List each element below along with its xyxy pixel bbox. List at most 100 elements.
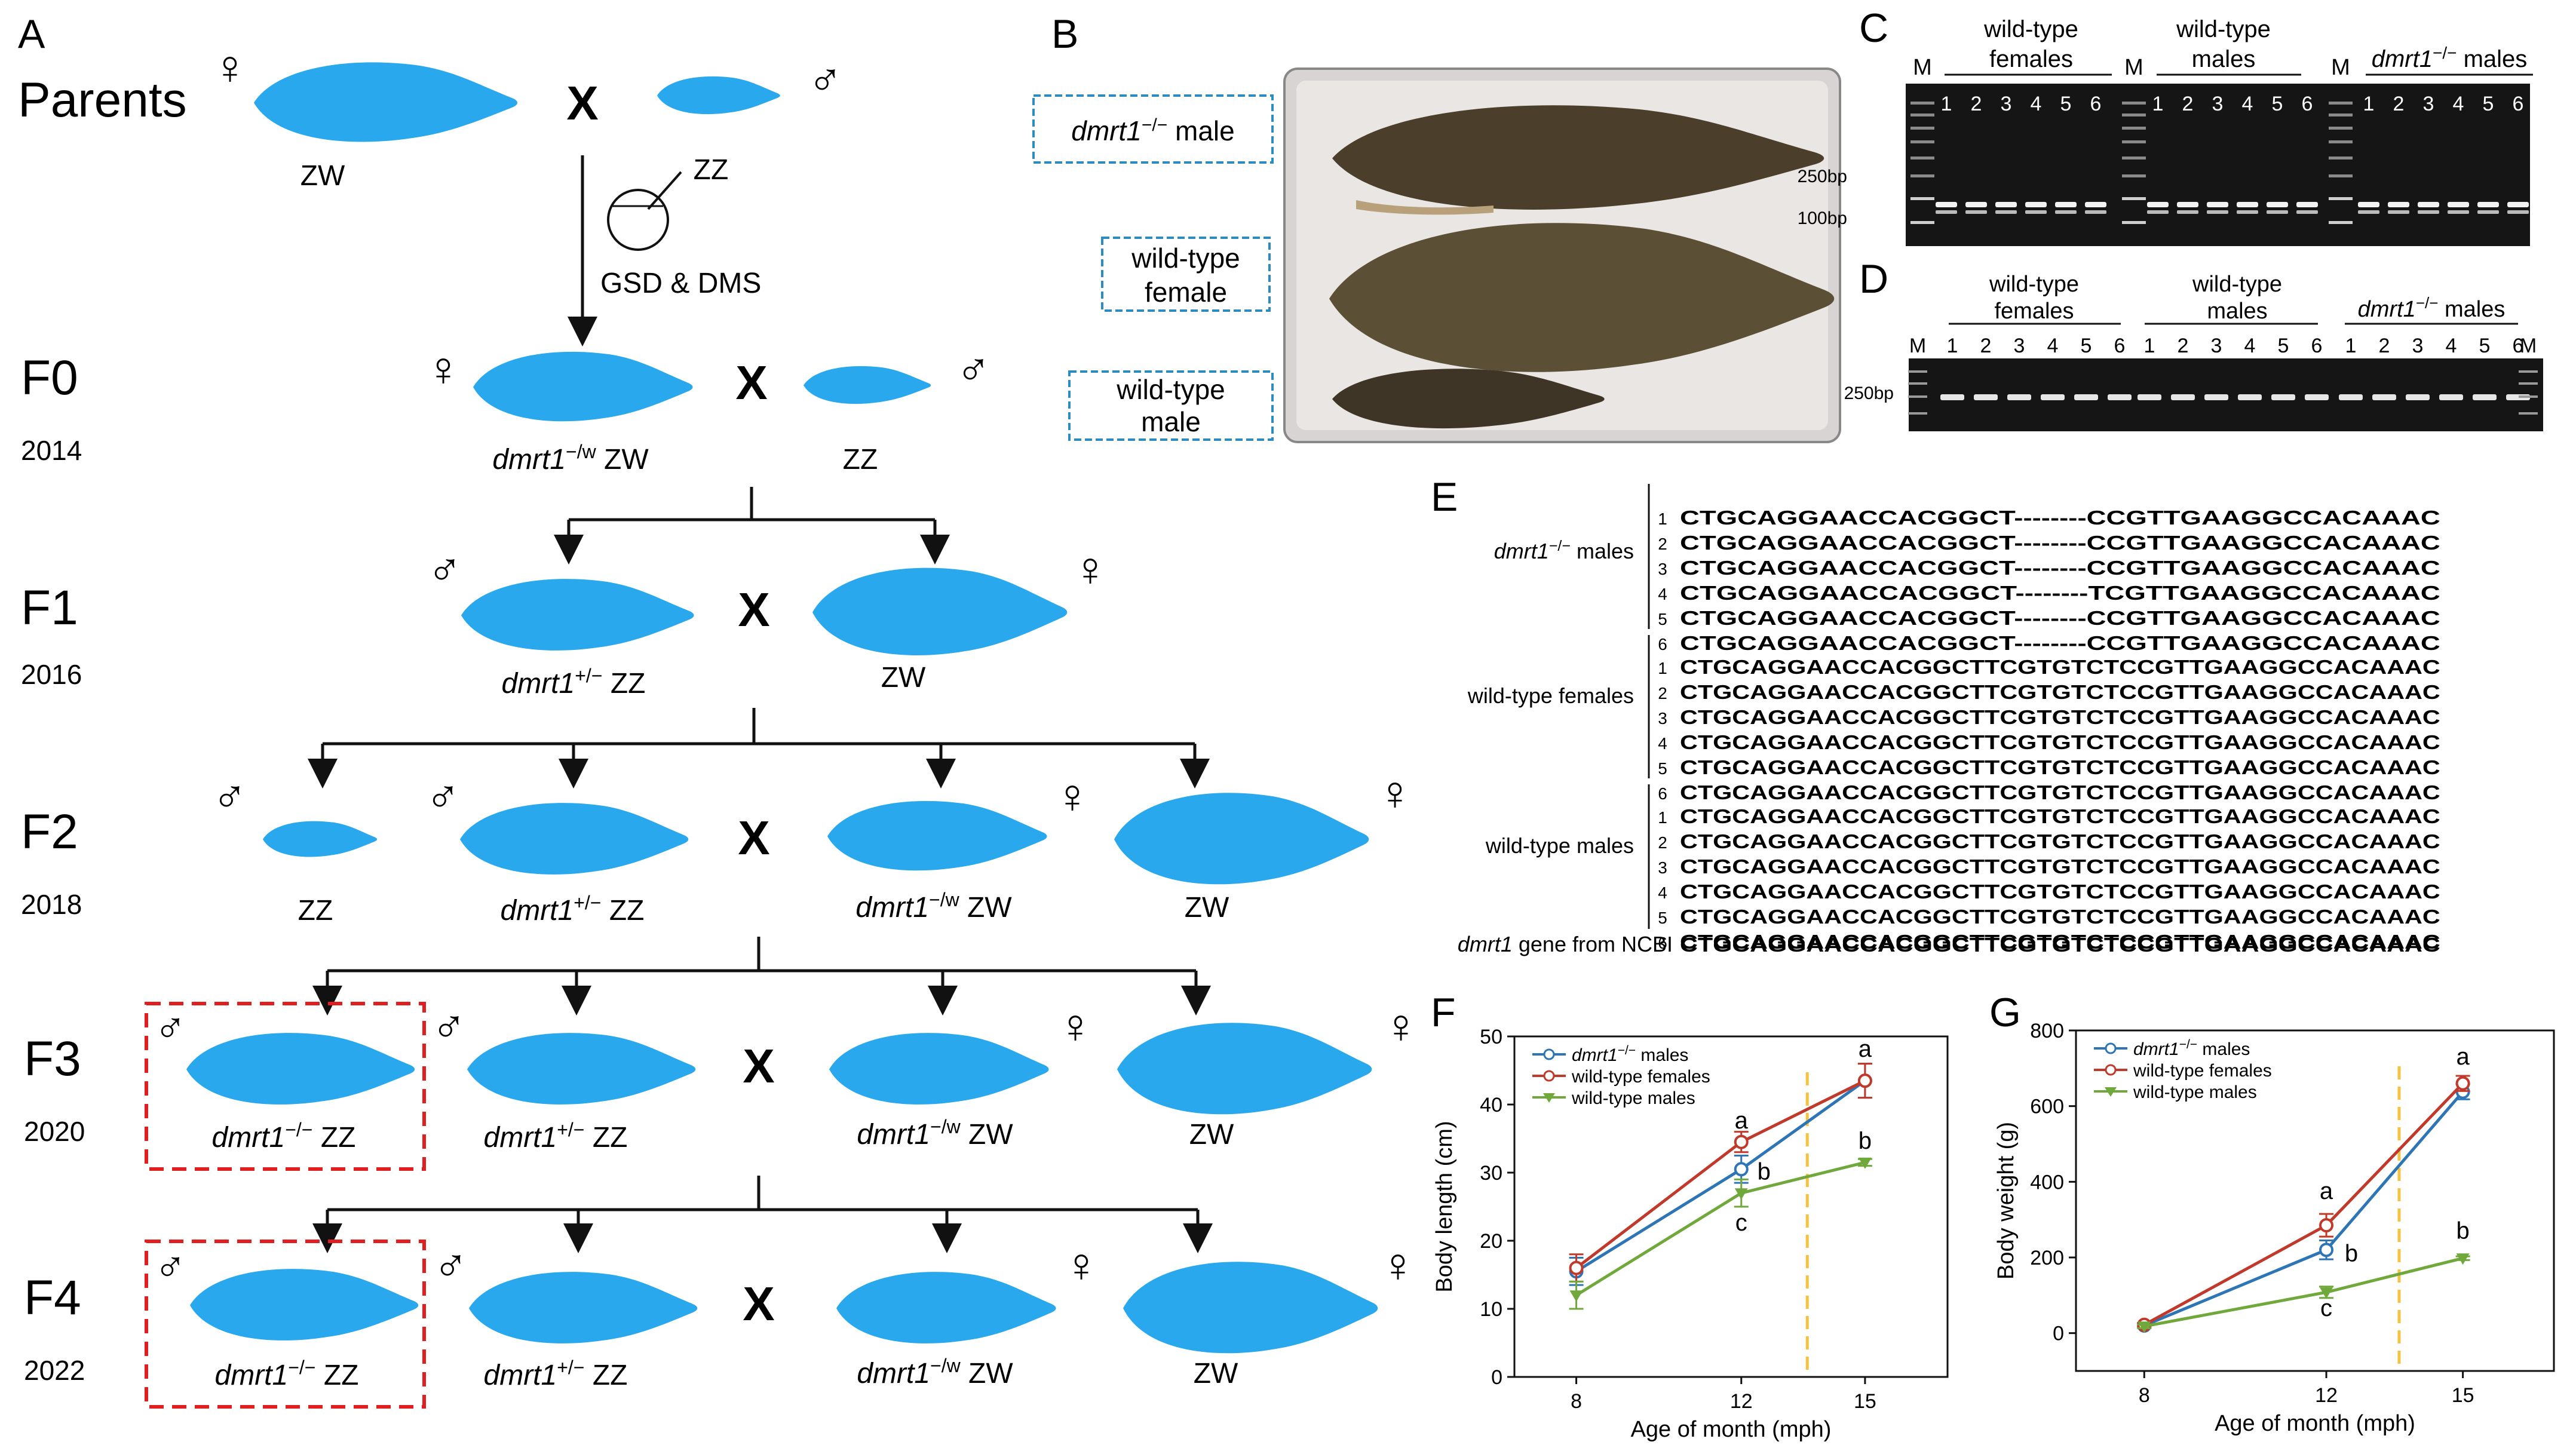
gel-c-lane-number: 4 <box>2453 93 2464 115</box>
female-symbol: ♀ <box>1063 1238 1099 1292</box>
gel-c-band <box>2418 210 2439 214</box>
significance-letter: a <box>2456 1044 2470 1070</box>
cross-symbol: X <box>566 76 598 130</box>
data-point <box>2455 1076 2470 1091</box>
sequence-row: CTGCAGGAACCACGGCT--------CCGTTGAAGGCCACA… <box>1680 557 2440 579</box>
y-tick-label: 400 <box>2030 1171 2064 1194</box>
gel-c-marker-band <box>2329 221 2353 224</box>
connector-f0-f1 <box>554 487 950 565</box>
significance-letter: c <box>1735 1210 1747 1236</box>
gel-c-lane-number: 3 <box>2423 93 2434 115</box>
gel-d-band <box>2339 394 2363 400</box>
gel-c-marker-band <box>1910 197 1934 200</box>
gel-d-marker-band <box>1908 370 1927 373</box>
gel-d-group2-line2: males <box>2207 299 2267 324</box>
gel-d-band <box>2041 394 2065 400</box>
gel-d-band <box>2271 394 2295 400</box>
gel-d-band <box>2305 394 2329 400</box>
gen-label-f2: F2 <box>21 805 78 859</box>
gel-c-band-250: 250bp <box>1798 167 1847 186</box>
genotype-f3-het-male: dmrt1+/− ZZ <box>484 1119 628 1154</box>
gel-c-band <box>2055 210 2077 214</box>
gen-year-f2: 2018 <box>21 889 82 920</box>
data-point <box>2319 1218 2334 1233</box>
gel-c-marker-band <box>2122 197 2146 200</box>
data-point <box>2319 1243 2334 1257</box>
seq-group-wt-male-label: wild-type males <box>1485 833 1634 858</box>
gen-year-f1: 2016 <box>21 659 82 690</box>
gel-c-marker-band <box>2329 140 2353 143</box>
y-tick-label: 50 <box>1480 1026 1502 1048</box>
gel-d-lane-number: 3 <box>2412 335 2424 357</box>
gel-c-band <box>2358 202 2379 207</box>
sequence-row-number: 5 <box>1658 759 1667 778</box>
gel-c-band <box>1965 210 1987 214</box>
gel-d-band <box>2406 394 2430 400</box>
gel-c-marker-band <box>2329 127 2353 130</box>
gel-c-band <box>2477 202 2499 207</box>
gel-c-group2-line2: males <box>2192 46 2256 72</box>
gel-c-lane-number: 3 <box>2212 93 2224 115</box>
y-tick-label: 0 <box>1491 1366 1502 1389</box>
y-axis-label: Body weight (g) <box>1994 1122 2019 1280</box>
genotype-parent-female: ZW <box>300 160 345 192</box>
gel-c-marker-band <box>2122 113 2146 116</box>
gel-c-lane-number: 1 <box>2152 93 2164 115</box>
egg-injection-icon <box>607 171 682 251</box>
male-symbol: ♂ <box>154 1243 186 1291</box>
panel-label-e: E <box>1431 474 1458 520</box>
gel-d-band <box>2238 394 2262 400</box>
gel-d-lane-number: 5 <box>2081 335 2092 357</box>
gel-c-marker-label: M <box>2331 55 2350 80</box>
cross-symbol: X <box>738 811 769 864</box>
legend-marker <box>1543 1070 1555 1082</box>
male-symbol: ♂ <box>425 770 461 823</box>
gel-c-band <box>2025 210 2047 214</box>
gel-c-lane-number: 1 <box>2363 93 2375 115</box>
significance-letter: a <box>1859 1036 1872 1062</box>
series-line <box>2143 1256 2464 1328</box>
sequence-row-ncbi: CTGCAGGAACCACGGCTTCGTGTCTCCGTTGAAGGCCACA… <box>1680 934 2440 956</box>
genotype-f4-wt-female: ZW <box>1194 1358 1238 1389</box>
legend-label: wild-type males <box>2133 1082 2257 1102</box>
male-symbol: ♂ <box>212 770 247 823</box>
y-tick-label: 0 <box>2053 1323 2064 1345</box>
sequence-row: CTGCAGGAACCACGGCTTCGTGTCTCCGTTGAAGGCCACA… <box>1680 681 2440 703</box>
y-tick-label: 30 <box>1480 1162 1502 1185</box>
gel-d-lane-number: 4 <box>2047 335 2059 357</box>
data-point <box>1734 1134 1749 1149</box>
gel-d-marker-band <box>1908 412 1927 415</box>
gel-d-band-250: 250bp <box>1844 384 1894 403</box>
gel-d-band <box>2439 394 2463 400</box>
y-axis-label: Body length (cm) <box>1432 1121 1457 1292</box>
gel-d-marker-label: M <box>2520 335 2537 357</box>
cross-symbol: X <box>743 1277 774 1330</box>
gel-d-lane-number: 1 <box>2144 335 2155 357</box>
gel-c-marker-band <box>2329 157 2353 159</box>
fish-f4-mut-female <box>836 1272 1056 1343</box>
genotype-f4-het-male: dmrt1+/− ZZ <box>484 1357 628 1391</box>
gel-d-group1-line1: wild-type <box>1989 272 2079 297</box>
highlight-box-f4 <box>145 1240 426 1409</box>
male-symbol: ♂ <box>808 53 843 106</box>
connector-f3-f4 <box>312 1176 1213 1253</box>
sequence-row-number: 2 <box>1658 833 1667 852</box>
male-symbol: ♂ <box>427 543 462 596</box>
gel-c-group2-line1: wild-type <box>2176 16 2271 42</box>
gel-c-marker-band <box>2329 113 2353 116</box>
sequence-row: CTGCAGGAACCACGGCT--------CCGTTGAAGGCCACA… <box>1680 507 2440 529</box>
highlight-box-f3 <box>145 1002 426 1171</box>
y-tick-label: 600 <box>2030 1096 2064 1118</box>
gel-c-band <box>2296 202 2318 207</box>
series-line <box>1575 1079 1866 1273</box>
gel-c-band <box>2296 210 2318 214</box>
fish-f4-mut-male <box>190 1269 419 1340</box>
gel-c-marker-band <box>2329 174 2353 177</box>
fish-f0-male <box>804 366 931 404</box>
gel-c-band <box>2207 202 2228 207</box>
label-wt-female-line2: female <box>1145 277 1227 308</box>
gel-c-lane-number: 2 <box>1971 93 1982 115</box>
fish-parent-female <box>254 62 517 142</box>
panel-label-a: A <box>18 11 45 57</box>
